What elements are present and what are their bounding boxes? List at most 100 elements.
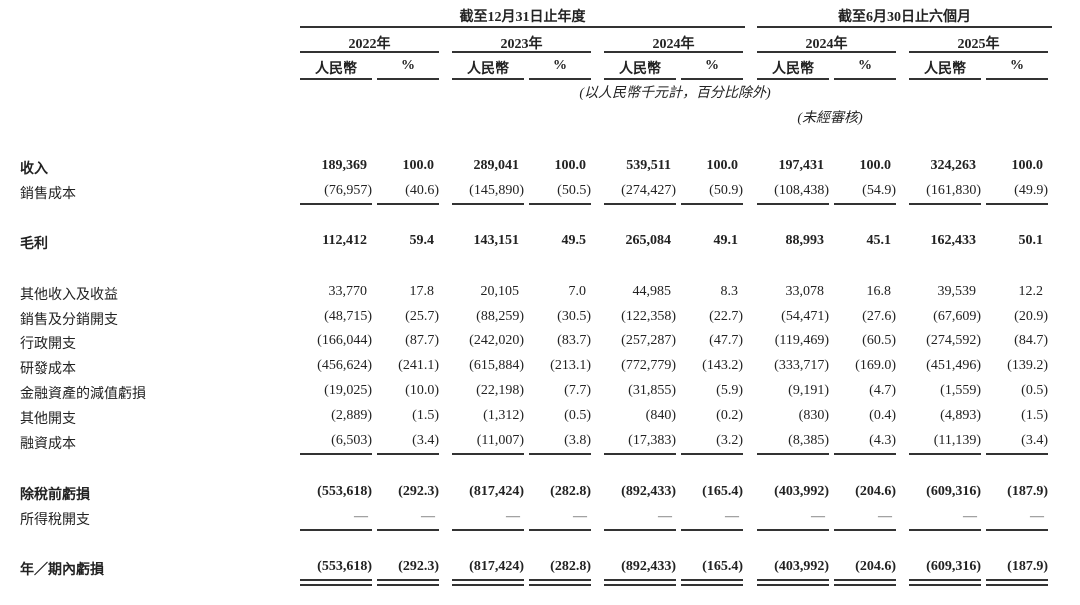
double-underline — [909, 584, 981, 586]
amount-cell: (161,830) — [926, 183, 981, 198]
underline — [529, 203, 591, 205]
underline — [681, 453, 743, 455]
row-label: 年／期內虧損 — [20, 563, 104, 578]
row-label: 銷售及分銷開支 — [20, 313, 118, 328]
percent-cell: — — [1030, 509, 1044, 524]
amount-cell: (48,715) — [324, 309, 372, 324]
unit-note: (以人民幣千元計，百分比除外) — [579, 86, 771, 101]
underline — [757, 203, 829, 205]
amount-cell: — — [354, 509, 368, 524]
amount-cell: 88,993 — [785, 233, 825, 248]
amount-cell: (609,316) — [926, 559, 981, 574]
double-underline — [529, 584, 591, 586]
percent-cell: 49.5 — [561, 233, 587, 248]
percent-cell: (187.9) — [1007, 484, 1048, 499]
percent-cell: (292.3) — [398, 484, 439, 499]
underline — [681, 579, 743, 581]
percent-cell: (60.5) — [862, 333, 896, 348]
percent-cell: 17.8 — [409, 284, 435, 299]
underline — [834, 453, 896, 455]
percent-cell: — — [421, 509, 435, 524]
percent-cell: (50.5) — [557, 183, 591, 198]
percent-cell: 49.1 — [713, 233, 739, 248]
percent-cell: 100.0 — [859, 158, 892, 173]
amount-cell: (11,007) — [476, 433, 524, 448]
underline — [300, 453, 372, 455]
amount-cell: — — [963, 509, 977, 524]
amount-cell: 143,151 — [473, 233, 520, 248]
percent-column-heading: % — [553, 58, 567, 73]
year-heading: 2025年 — [957, 37, 1000, 52]
amount-cell: (8,385) — [788, 433, 829, 448]
amount-cell: 539,511 — [626, 158, 671, 173]
underline — [834, 203, 896, 205]
amount-cell: (242,020) — [469, 333, 524, 348]
percent-column-heading: % — [401, 58, 415, 73]
amount-cell: 20,105 — [480, 284, 520, 299]
percent-cell: — — [725, 509, 739, 524]
divider — [300, 78, 372, 80]
percent-cell: (84.7) — [1014, 333, 1048, 348]
percent-cell: (1.5) — [1021, 408, 1048, 423]
percent-cell: (165.4) — [702, 559, 743, 574]
underline — [452, 529, 524, 531]
divider — [604, 51, 743, 53]
double-underline — [834, 584, 896, 586]
percent-cell: (241.1) — [398, 358, 439, 373]
amount-cell: (9,191) — [788, 383, 829, 398]
currency-column-heading: 人民幣 — [772, 62, 814, 77]
divider — [909, 51, 1048, 53]
percent-cell: (1.5) — [412, 408, 439, 423]
percent-cell: (25.7) — [405, 309, 439, 324]
divider — [300, 51, 439, 53]
double-underline — [377, 584, 439, 586]
double-underline — [604, 584, 676, 586]
percent-cell: (204.6) — [855, 559, 896, 574]
underline — [834, 529, 896, 531]
currency-column-heading: 人民幣 — [467, 62, 509, 77]
percent-column-heading: % — [705, 58, 719, 73]
divider — [986, 78, 1048, 80]
divider — [300, 26, 745, 28]
row-label: 金融資產的減值虧損 — [20, 387, 146, 402]
underline — [681, 203, 743, 205]
underline — [529, 453, 591, 455]
amount-cell: 189,369 — [321, 158, 368, 173]
amount-cell: 39,539 — [937, 284, 977, 299]
percent-cell: (49.9) — [1014, 183, 1048, 198]
underline — [909, 453, 981, 455]
percent-cell: (10.0) — [405, 383, 439, 398]
percent-cell: (204.6) — [855, 484, 896, 499]
underline — [452, 579, 524, 581]
underline — [986, 453, 1048, 455]
divider — [909, 78, 981, 80]
percent-column-heading: % — [1010, 58, 1024, 73]
amount-cell: (76,957) — [324, 183, 372, 198]
percent-cell: (187.9) — [1007, 559, 1048, 574]
underline — [529, 529, 591, 531]
row-label: 融資成本 — [20, 437, 76, 452]
underline — [909, 579, 981, 581]
amount-cell: — — [811, 509, 825, 524]
amount-cell: (403,992) — [774, 559, 829, 574]
amount-cell: (892,433) — [621, 484, 676, 499]
amount-cell: (553,618) — [317, 484, 372, 499]
amount-cell: (2,889) — [331, 408, 372, 423]
amount-cell: (1,559) — [940, 383, 981, 398]
row-label: 行政開支 — [20, 337, 76, 352]
underline — [681, 529, 743, 531]
year-heading: 2024年 — [652, 37, 695, 52]
amount-cell: 162,433 — [930, 233, 977, 248]
amount-cell: (108,438) — [774, 183, 829, 198]
percent-cell: (4.3) — [869, 433, 896, 448]
divider — [681, 78, 743, 80]
amount-cell: 197,431 — [778, 158, 825, 173]
row-label: 毛利 — [20, 237, 48, 252]
underline — [377, 203, 439, 205]
underline — [452, 453, 524, 455]
period-full-year-heading: 截至12月31日止年度 — [459, 10, 586, 25]
underline — [377, 529, 439, 531]
percent-cell: 7.0 — [568, 284, 587, 299]
amount-cell: (67,609) — [933, 309, 981, 324]
